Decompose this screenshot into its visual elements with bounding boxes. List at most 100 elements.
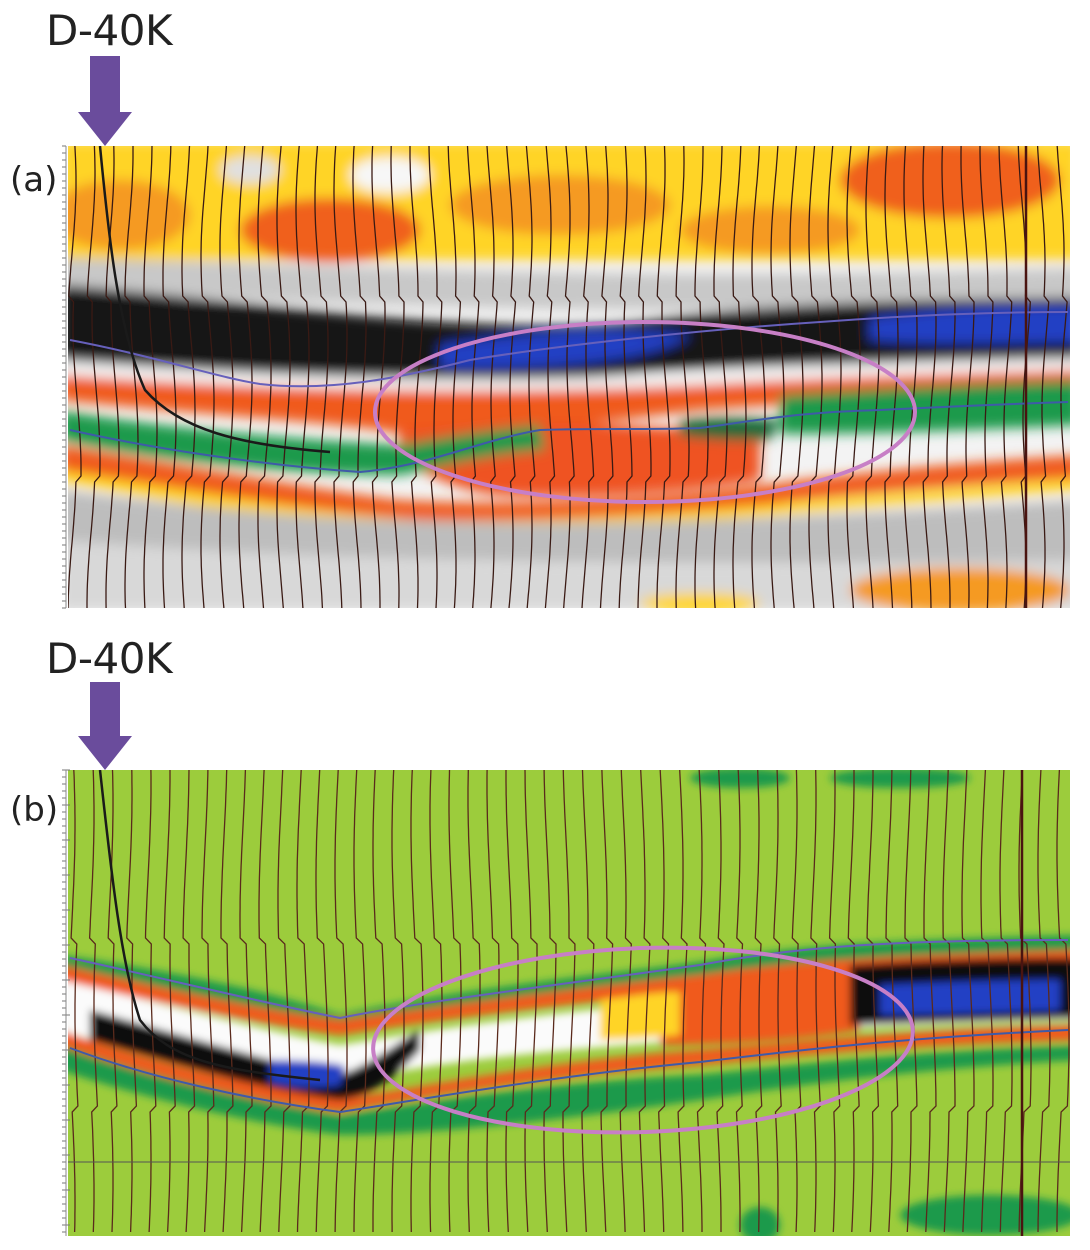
wiggle-trace <box>296 770 310 1233</box>
wiggle-trace <box>754 770 763 1233</box>
wiggle-trace <box>486 770 500 1233</box>
panel-b <box>62 682 1070 1236</box>
down-arrow-icon <box>78 682 132 770</box>
wiggle-trace <box>1036 146 1050 608</box>
wiggle-trace <box>107 770 118 1233</box>
wiggle-trace <box>505 770 519 1233</box>
wiggle-trace <box>942 770 956 1233</box>
horizon-top-a <box>69 311 1069 388</box>
wiggle-trace <box>581 770 595 1233</box>
wiggle-trace <box>618 146 633 608</box>
wiggle-trace <box>656 146 671 608</box>
wiggle-trace <box>980 770 994 1233</box>
panel-label-b: (b) <box>10 790 59 830</box>
wiggle-traces-b <box>70 770 1070 1233</box>
wiggle-trace <box>372 770 386 1232</box>
wiggle-trace <box>1056 146 1068 608</box>
wiggle-trace <box>105 146 120 608</box>
wiggle-trace <box>1056 770 1070 1232</box>
wiggle-trace <box>544 146 556 608</box>
wiggle-trace <box>1037 770 1051 1233</box>
wiggle-trace <box>219 146 234 608</box>
highlight-ellipse-a <box>373 320 917 504</box>
wiggle-trace <box>68 146 82 608</box>
wiggle-trace <box>277 770 291 1233</box>
wiggle-trace <box>562 770 576 1233</box>
wiggle-trace <box>182 770 196 1233</box>
wiggle-trace <box>619 770 632 1233</box>
wiggle-trace <box>866 770 880 1233</box>
wiggle-trace <box>998 146 1013 608</box>
wiggle-trace <box>315 770 329 1233</box>
wiggle-trace <box>70 770 79 1233</box>
wiggle-traces-a <box>68 146 1068 608</box>
wiggle-trace <box>735 770 744 1233</box>
panel-b-section <box>68 770 1070 1236</box>
wiggle-trace <box>979 146 994 608</box>
panel-a-section <box>68 146 1070 608</box>
wiggle-trace <box>999 770 1013 1233</box>
wiggle-trace <box>86 146 101 608</box>
wiggle-trace <box>409 146 424 608</box>
horizon-base-a <box>69 401 1069 474</box>
wiggle-trace <box>239 770 253 1233</box>
wiggle-trace <box>885 770 899 1233</box>
wiggle-trace <box>847 770 860 1233</box>
wiggle-trace <box>201 770 215 1233</box>
well-label-b: D-40K <box>46 634 172 683</box>
wiggle-trace <box>410 770 424 1233</box>
wiggle-trace <box>334 770 348 1233</box>
wiggle-trace <box>751 146 766 608</box>
wiggle-trace <box>789 146 804 608</box>
wiggle-trace <box>525 146 536 608</box>
wiggle-trace <box>88 770 99 1233</box>
wiggle-trace <box>486 146 498 608</box>
time-ticks-a <box>62 145 67 609</box>
wiggle-trace <box>675 146 690 608</box>
wiggle-trace <box>637 146 652 608</box>
wiggle-trace <box>390 146 405 608</box>
wiggle-trace <box>524 770 538 1233</box>
wiggle-trace <box>732 146 747 608</box>
wiggle-trace <box>448 770 462 1233</box>
wiggle-trace <box>391 770 405 1232</box>
wiggle-trace <box>276 146 291 608</box>
well-label-a: D-40K <box>46 6 172 55</box>
wiggle-trace <box>506 146 517 608</box>
wiggle-trace <box>827 146 842 608</box>
wiggle-trace <box>295 146 310 608</box>
wiggle-trace <box>238 146 253 608</box>
wiggle-trace <box>923 770 937 1233</box>
wiggle-trace <box>181 146 196 608</box>
wiggle-trace <box>694 146 709 608</box>
wiggle-trace <box>162 146 177 608</box>
wiggle-trace <box>257 146 272 608</box>
wiggle-trace <box>865 146 880 608</box>
wiggle-trace <box>696 770 707 1232</box>
wiggle-trace <box>600 770 614 1233</box>
wiggle-trace <box>903 146 918 608</box>
wiggle-trace <box>770 146 785 608</box>
highlight-ellipse-b <box>371 945 915 1135</box>
wiggle-trace <box>143 146 158 608</box>
wiggle-trace <box>791 770 802 1233</box>
wiggle-trace <box>124 146 139 608</box>
wiggle-trace <box>333 146 348 608</box>
horizon-base-b <box>69 1029 1069 1114</box>
time-ticks-b <box>62 769 70 1236</box>
wiggle-trace <box>352 146 367 608</box>
wiggle-trace <box>846 146 861 608</box>
wiggle-trace <box>638 770 651 1233</box>
wiggle-trace <box>126 770 138 1233</box>
wiggle-trace <box>314 146 329 608</box>
panel-label-a: (a) <box>10 160 58 200</box>
wiggle-trace <box>220 770 234 1233</box>
wiggle-trace <box>773 770 782 1233</box>
wiggle-trace <box>466 146 480 608</box>
wiggle-trace <box>581 146 595 608</box>
wiggle-trace <box>543 770 557 1233</box>
wiggle-trace <box>428 146 443 608</box>
wiggle-trace <box>563 146 575 608</box>
wiggle-trace <box>658 770 670 1233</box>
wiggle-trace <box>467 770 481 1233</box>
